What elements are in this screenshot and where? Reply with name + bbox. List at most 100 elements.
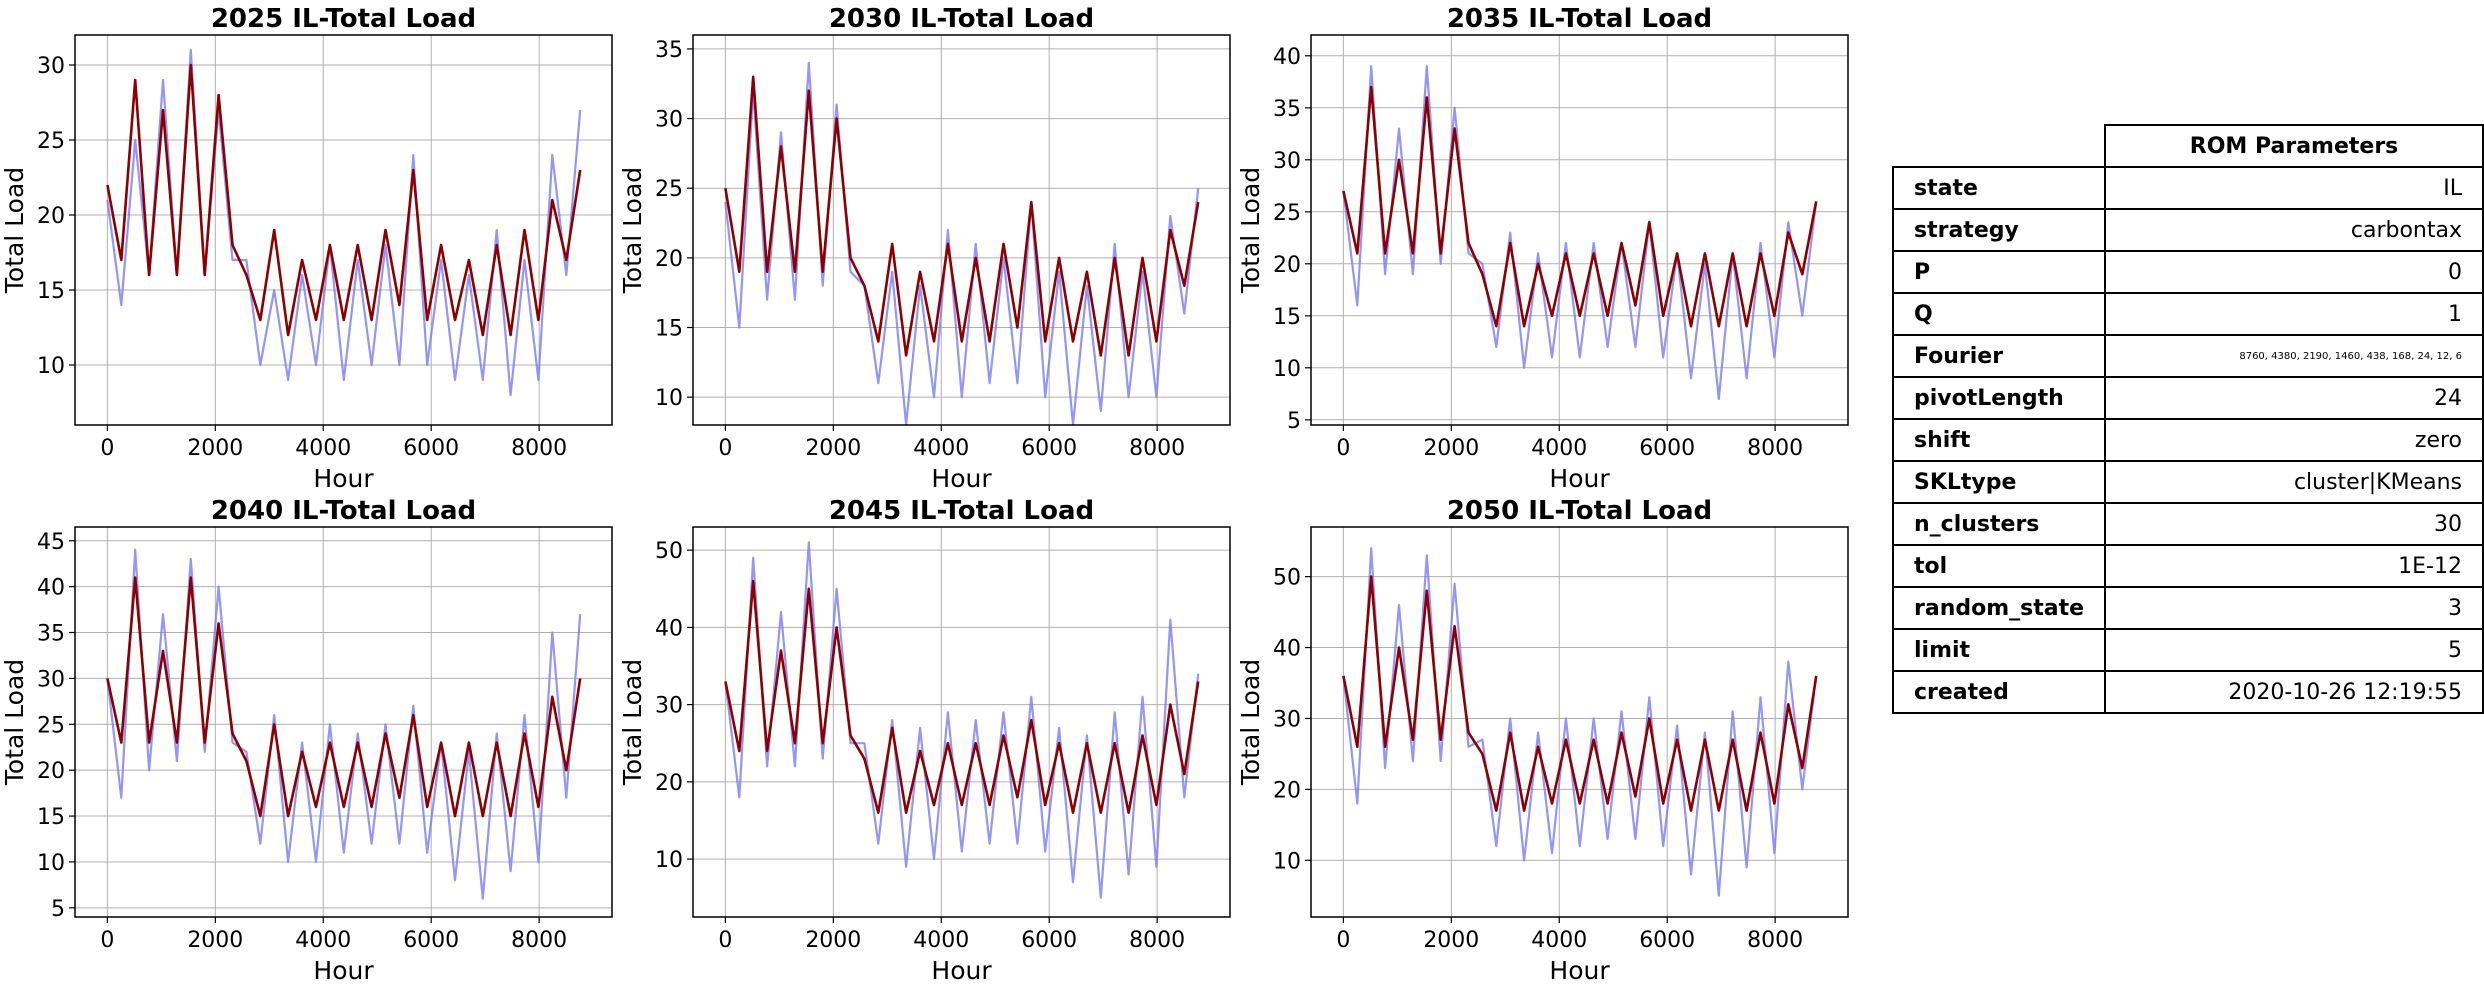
x-axis-label: Hour <box>313 956 374 985</box>
x-tick-label: 8000 <box>1129 436 1185 461</box>
y-tick-label: 15 <box>37 279 65 304</box>
chart-panel: 0 2000 4000 6000 8000 5 10 15 20 25 30 35 40 2035 IL-… <box>1236 4 1849 493</box>
x-tick-label: 6000 <box>1639 436 1695 461</box>
param-value: IL <box>2104 166 2484 210</box>
y-tick-label: 30 <box>1273 149 1301 174</box>
y-tick-label: 25 <box>37 129 65 154</box>
param-value: 30 <box>2104 502 2484 546</box>
x-axis-label: Hour <box>1549 464 1610 493</box>
x-tick-label: 8000 <box>511 928 567 953</box>
x-tick-label: 2000 <box>187 928 243 953</box>
param-value: 0 <box>2104 250 2484 294</box>
table-corner <box>1893 125 2107 168</box>
param-name: strategy <box>1891 208 2107 252</box>
x-tick-label: 6000 <box>1021 436 1077 461</box>
param-name: P <box>1891 250 2107 294</box>
y-tick-label: 10 <box>655 386 683 411</box>
y-axis-label: Total Load <box>618 167 647 294</box>
table-row: pivotLength 24 <box>1891 376 2484 420</box>
x-tick-label: 0 <box>100 436 114 461</box>
x-axis-label: Hour <box>1549 956 1610 985</box>
param-name: random_state <box>1891 586 2107 630</box>
y-tick-label: 5 <box>1287 409 1301 434</box>
y-tick-label: 30 <box>37 54 65 79</box>
chart-panel: 0 2000 4000 6000 8000 10 20 30 40 50 2050 IL-Total… <box>1236 496 1849 985</box>
y-tick-label: 20 <box>655 247 683 272</box>
chart-title: 2030 IL-Total Load <box>829 4 1094 34</box>
series-line-darkred <box>724 75 1200 357</box>
x-tick-label: 4000 <box>295 928 351 953</box>
chart-panel: 0 2000 4000 6000 8000 10 15 20 25 30 35 2030 IL-Tot… <box>618 4 1231 493</box>
param-value: cluster|KMeans <box>2104 460 2484 504</box>
param-name: Fourier <box>1891 334 2107 378</box>
y-tick-label: 45 <box>37 530 65 555</box>
param-value: 1 <box>2104 292 2484 336</box>
table-row: SKLtype cluster|KMeans <box>1891 460 2484 504</box>
x-tick-label: 2000 <box>805 436 861 461</box>
y-tick-label: 20 <box>1273 253 1301 278</box>
y-tick-label: 15 <box>1273 305 1301 330</box>
x-tick-label: 4000 <box>1531 436 1587 461</box>
y-tick-label: 15 <box>655 317 683 342</box>
chart-title: 2050 IL-Total Load <box>1447 496 1712 526</box>
chart-panel: 0 2000 4000 6000 8000 10 20 30 40 50 2045 IL-Total… <box>618 496 1231 985</box>
x-tick-label: 8000 <box>1747 436 1803 461</box>
series-line-darkred <box>106 63 582 337</box>
y-tick-label: 10 <box>655 848 683 873</box>
y-tick-label: 20 <box>37 759 65 784</box>
y-tick-label: 10 <box>1273 357 1301 382</box>
y-tick-label: 40 <box>37 576 65 601</box>
table-row: created 2020-10-26 12:19:55 <box>1891 670 2484 714</box>
x-tick-label: 4000 <box>913 928 969 953</box>
series-line-blue <box>106 48 582 397</box>
chart-title: 2025 IL-Total Load <box>211 4 476 34</box>
param-value: 3 <box>2104 586 2484 630</box>
y-tick-label: 10 <box>1273 849 1301 874</box>
chart-panel: 0 2000 4000 6000 8000 10 15 20 25 30 2025 IL-Total… <box>0 4 613 493</box>
x-tick-label: 0 <box>100 928 114 953</box>
plot-frame <box>1310 526 1849 918</box>
rom-parameters-table: ROM Parameters state IL strategy carbontax P… <box>1891 124 2484 714</box>
x-tick-label: 0 <box>718 928 732 953</box>
series-line-darkred <box>724 579 1200 815</box>
param-name: shift <box>1891 418 2107 462</box>
table-row: n_clusters 30 <box>1891 502 2484 546</box>
y-tick-label: 10 <box>37 354 65 379</box>
x-tick-label: 6000 <box>1639 928 1695 953</box>
y-tick-label: 25 <box>1273 201 1301 226</box>
y-axis-label: Total Load <box>0 167 29 294</box>
y-tick-label: 20 <box>37 204 65 229</box>
table-row: shift zero <box>1891 418 2484 462</box>
y-axis-label: Total Load <box>1236 659 1265 786</box>
y-tick-label: 30 <box>37 667 65 692</box>
y-tick-label: 50 <box>1273 566 1301 591</box>
table-header: ROM Parameters <box>2104 124 2484 168</box>
y-tick-label: 35 <box>655 38 683 63</box>
x-axis-label: Hour <box>931 956 992 985</box>
y-axis-label: Total Load <box>1236 167 1265 294</box>
y-tick-label: 40 <box>655 616 683 641</box>
x-axis-label: Hour <box>313 464 374 493</box>
table-row: strategy carbontax <box>1891 208 2484 252</box>
param-value: 5 <box>2104 628 2484 672</box>
param-value: 1E-12 <box>2104 544 2484 588</box>
x-tick-label: 2000 <box>1423 928 1479 953</box>
y-tick-label: 30 <box>655 108 683 133</box>
x-tick-label: 8000 <box>1129 928 1185 953</box>
y-tick-label: 15 <box>37 805 65 830</box>
y-axis-label: Total Load <box>618 659 647 786</box>
x-tick-label: 4000 <box>1531 928 1587 953</box>
x-tick-label: 8000 <box>511 436 567 461</box>
y-tick-label: 40 <box>1273 637 1301 662</box>
series-line-darkred <box>1342 575 1818 812</box>
param-value: 8760, 4380, 2190, 1460, 438, 168, 24, 12… <box>2104 334 2484 378</box>
x-tick-label: 0 <box>1336 928 1350 953</box>
param-name: SKLtype <box>1891 460 2107 504</box>
table-row: state IL <box>1891 166 2484 210</box>
y-tick-label: 30 <box>1273 707 1301 732</box>
x-tick-label: 0 <box>718 436 732 461</box>
x-tick-label: 0 <box>1336 436 1350 461</box>
